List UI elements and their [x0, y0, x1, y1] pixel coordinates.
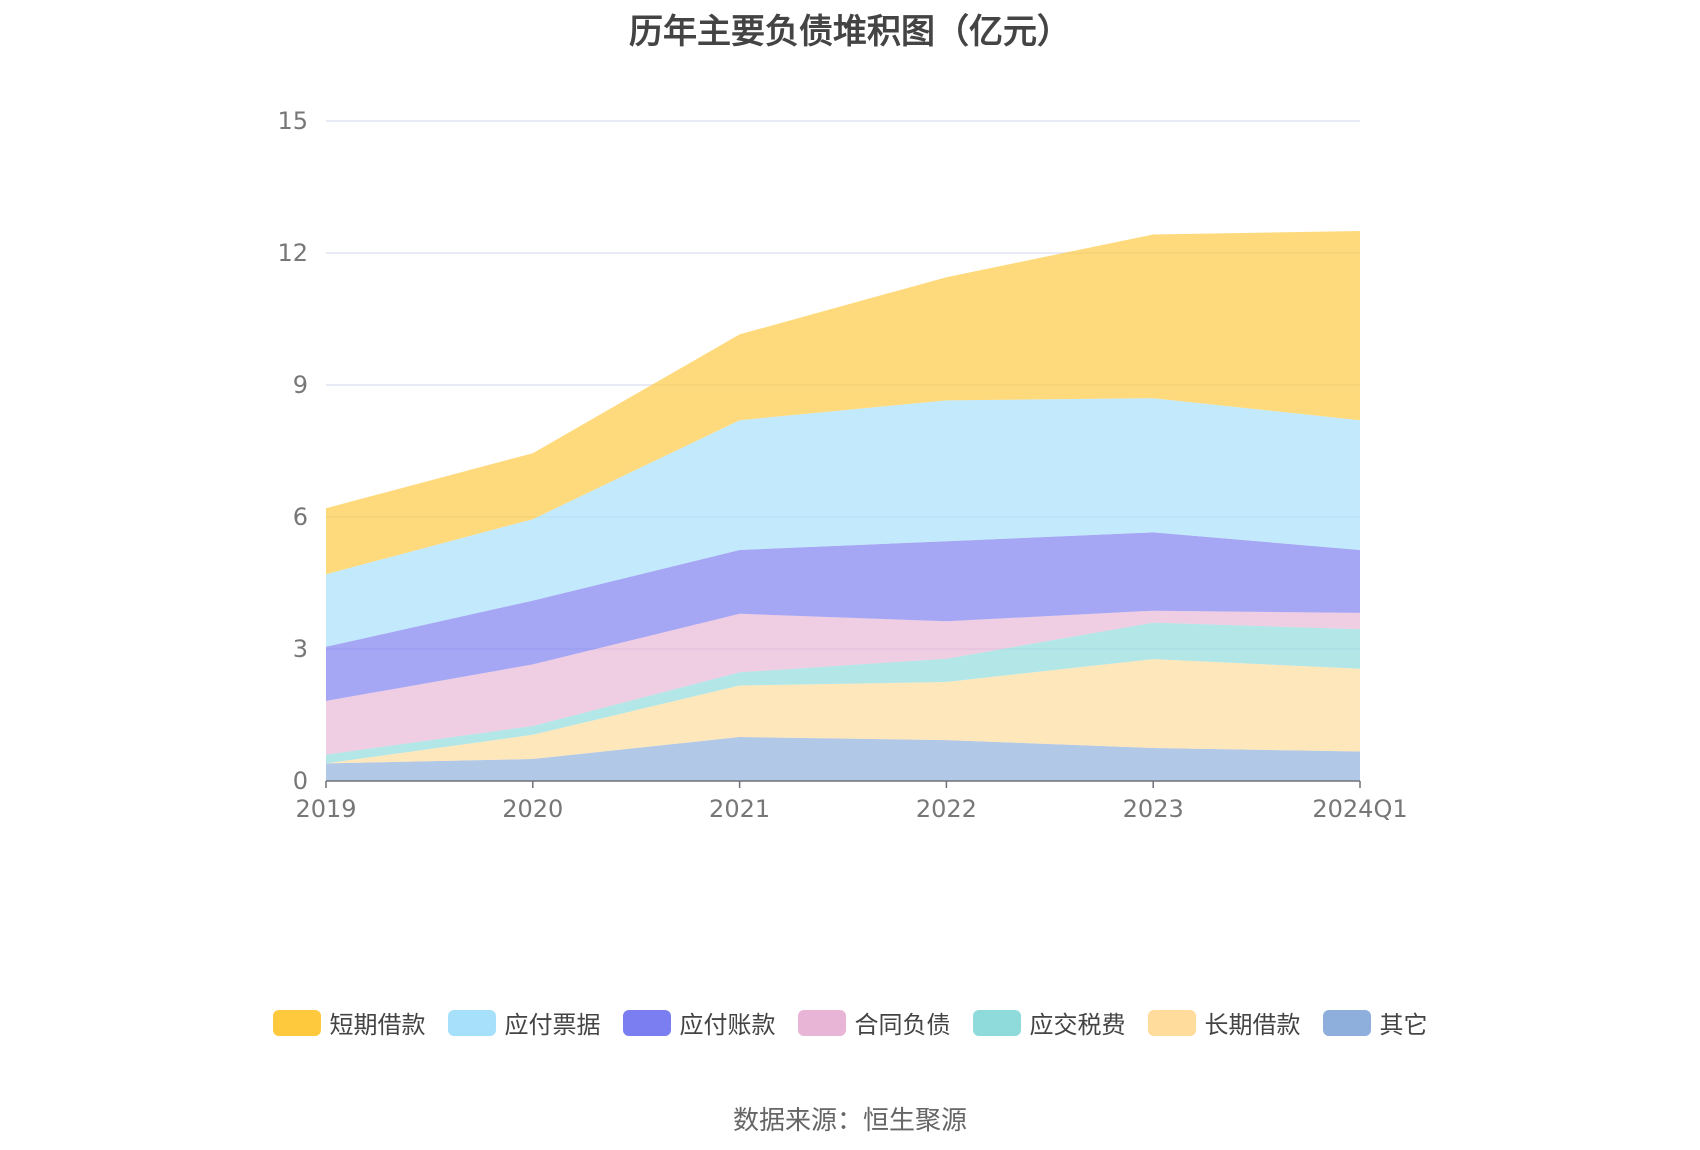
y-tick-label: 0 — [293, 767, 308, 795]
legend-label: 长期借款 — [1204, 1011, 1301, 1039]
legend-swatch — [447, 1009, 496, 1036]
area-series-2 — [326, 622, 1360, 764]
y-tick-label: 12 — [277, 239, 308, 267]
legend-label: 短期借款 — [329, 1011, 426, 1039]
y-tick-label: 6 — [293, 503, 308, 531]
legend-item[interactable]: 应付票据 — [447, 1005, 601, 1040]
legend: 短期借款 应付票据 应付账款 合同负债 应交税费 长期借款 其它 — [0, 1005, 1700, 1040]
y-tick-label: 9 — [293, 371, 308, 399]
legend-swatch — [1322, 1009, 1371, 1036]
legend-item[interactable]: 长期借款 — [1147, 1005, 1301, 1040]
area-series-5 — [326, 398, 1360, 647]
legend-swatch — [622, 1009, 671, 1036]
y-tick-label: 3 — [293, 635, 308, 663]
area-series-4 — [326, 532, 1360, 701]
legend-label: 其它 — [1379, 1011, 1428, 1039]
x-tick-label: 2019 — [295, 795, 356, 823]
legend-item[interactable]: 合同负债 — [797, 1005, 951, 1040]
chart-plot: 0 3 6 9 12 15 2019 2020 2021 2022 2023 2024Q1 — [277, 107, 1407, 823]
area-series — [326, 231, 1360, 781]
area-series-0 — [326, 737, 1360, 781]
source-note: 数据来源：恒生聚源 — [732, 1106, 967, 1136]
x-tick-label: 2024Q1 — [1312, 795, 1407, 823]
y-tick-label: 15 — [277, 107, 308, 135]
legend-label: 应付账款 — [679, 1011, 776, 1039]
chart-title: 历年主要负债堆积图（亿元） — [629, 12, 1071, 52]
legend-item[interactable]: 短期借款 — [272, 1005, 426, 1040]
legend-item[interactable]: 应付账款 — [622, 1005, 776, 1040]
x-tick-label: 2023 — [1123, 795, 1184, 823]
legend-label: 应付票据 — [504, 1011, 601, 1039]
area-series-3 — [326, 610, 1360, 755]
x-tick-label: 2021 — [709, 795, 770, 823]
x-tick-label: 2020 — [502, 795, 563, 823]
x-tick-label: 2022 — [916, 795, 977, 823]
legend-label: 应交税费 — [1029, 1011, 1126, 1039]
area-series-6 — [326, 231, 1360, 575]
legend-item[interactable]: 其它 — [1322, 1005, 1428, 1040]
legend-item[interactable]: 应交税费 — [972, 1005, 1126, 1040]
legend-swatch — [972, 1009, 1021, 1036]
legend-swatch — [797, 1009, 846, 1036]
legend-swatch — [1147, 1009, 1196, 1036]
area-series-1 — [326, 659, 1360, 764]
legend-label: 合同负债 — [854, 1011, 951, 1039]
axes: 0 3 6 9 12 15 2019 2020 2021 2022 2023 2024Q1 — [277, 107, 1407, 823]
legend-swatch — [272, 1009, 321, 1036]
